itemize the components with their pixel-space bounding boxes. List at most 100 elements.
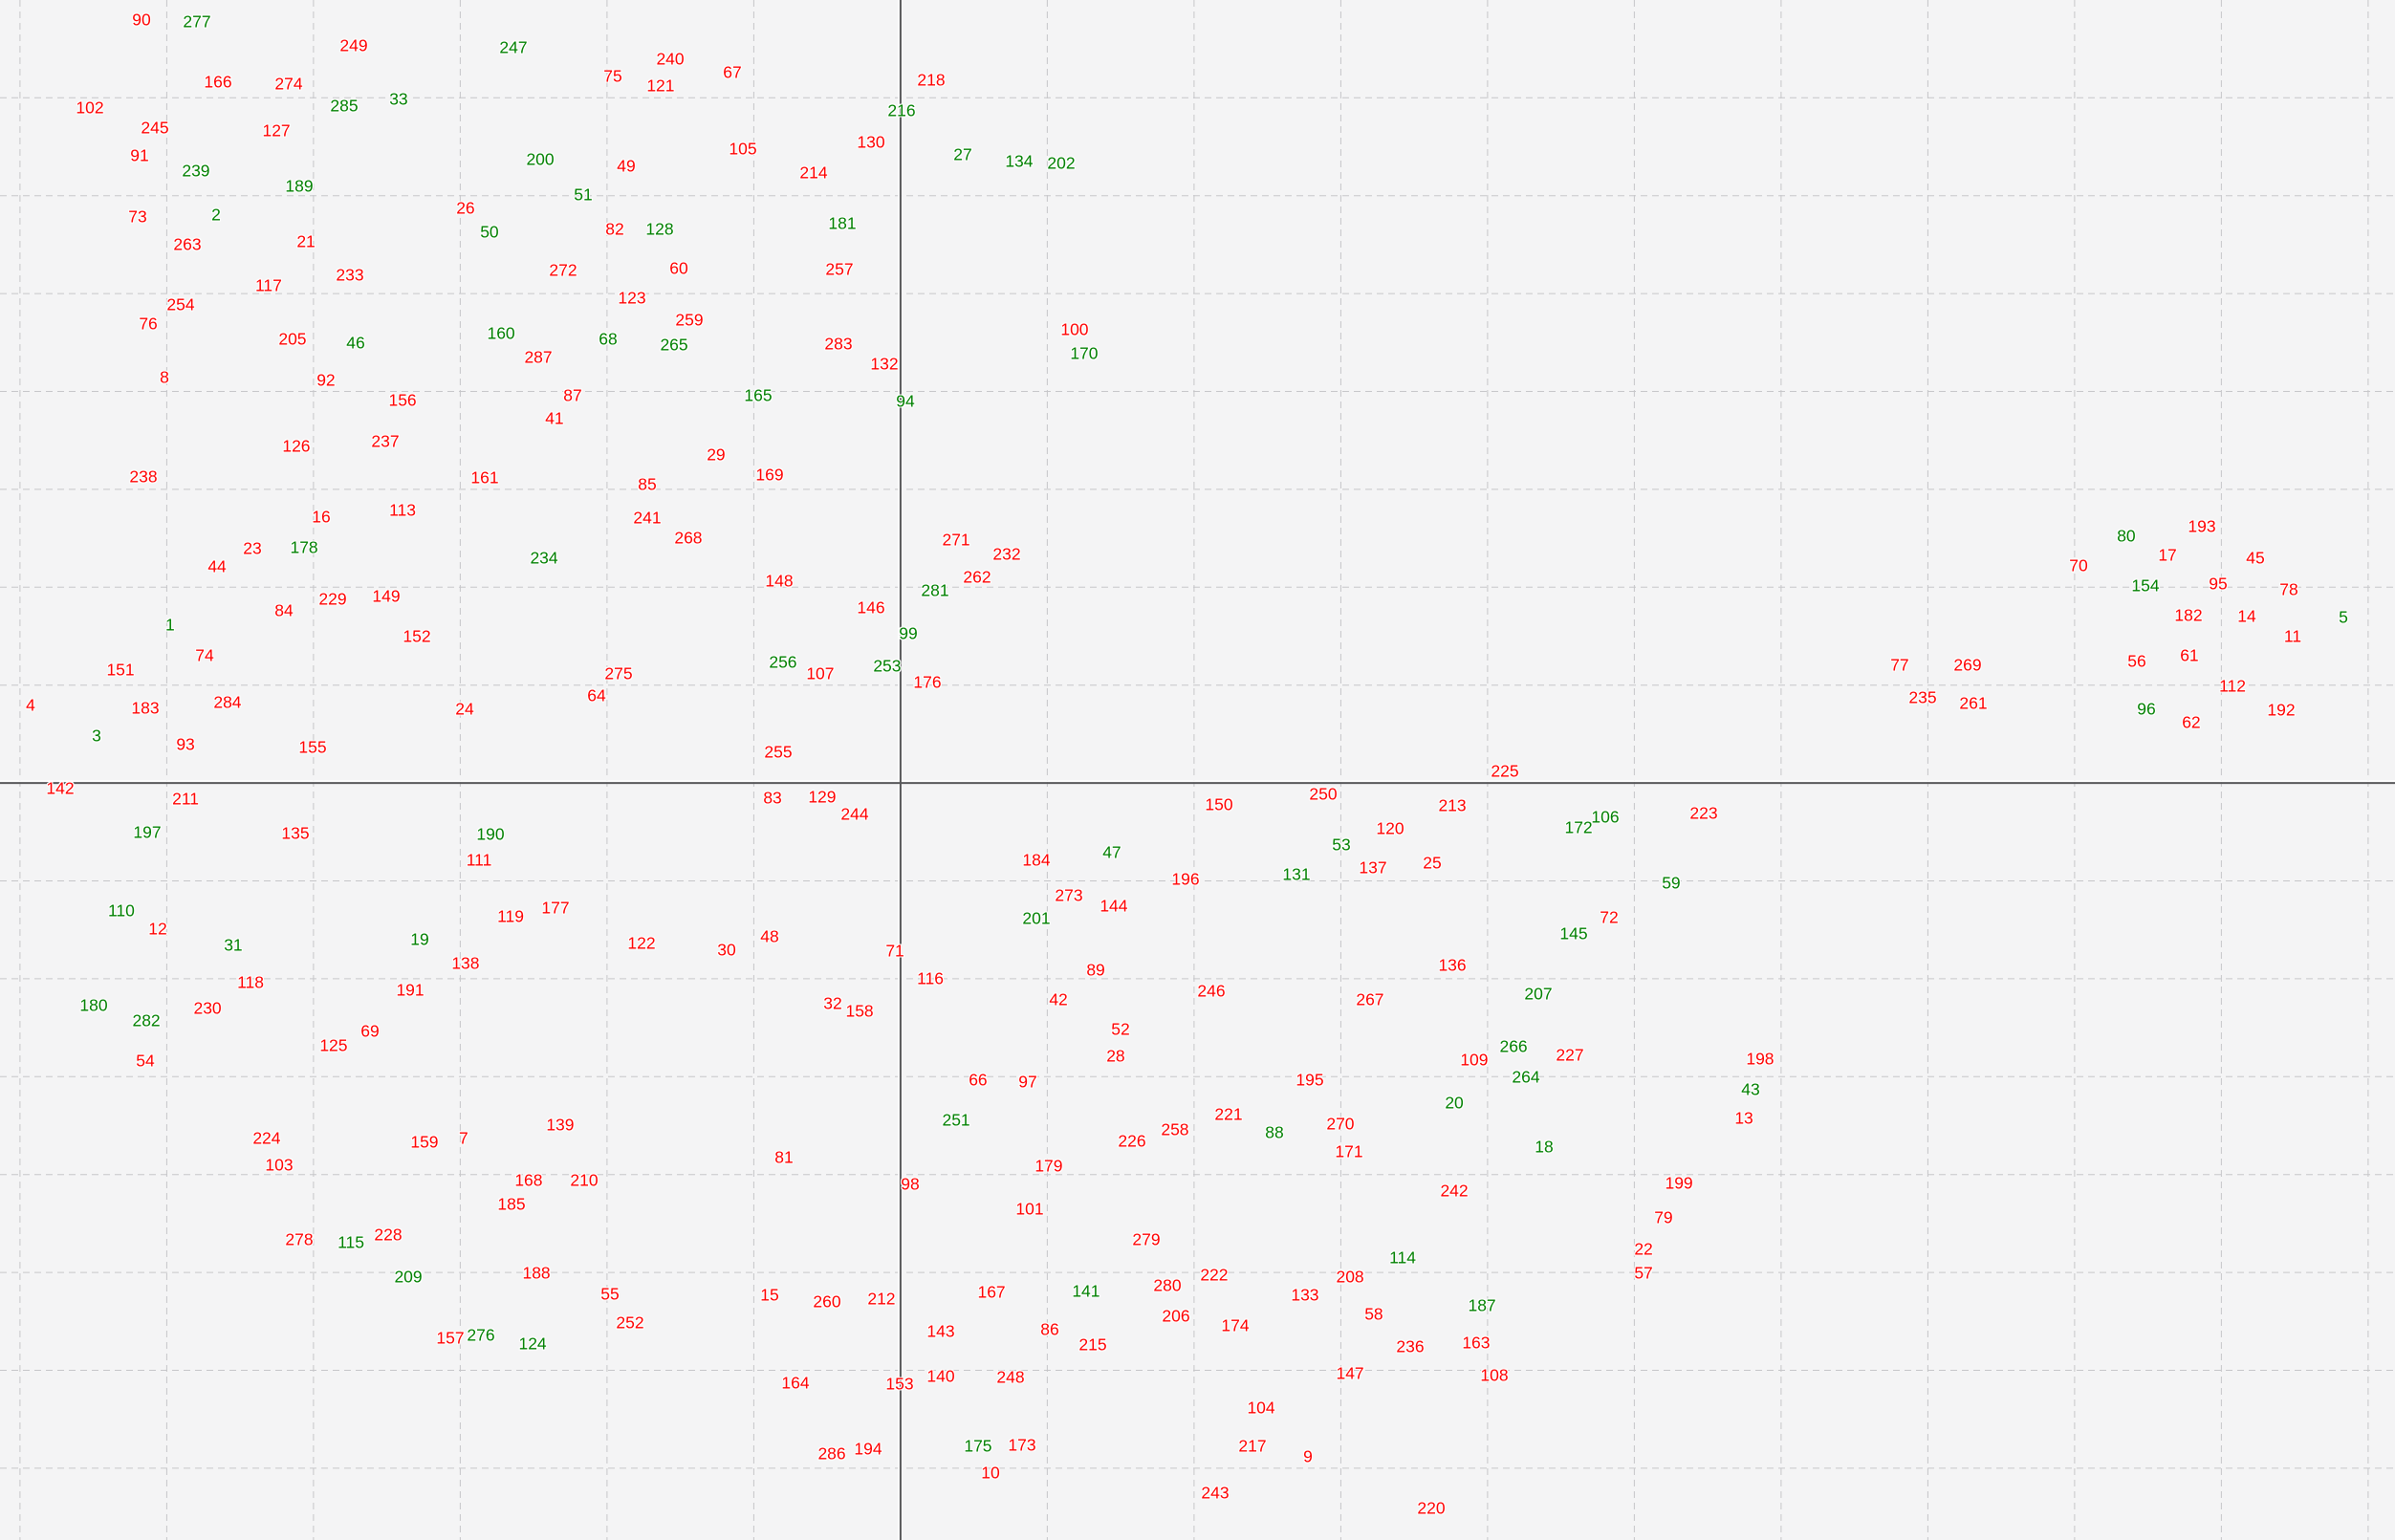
point-label: 41 [545,408,564,428]
point-label: 31 [224,935,243,955]
point-label: 59 [1662,873,1681,893]
point-label: 137 [1359,857,1387,878]
point-label: 14 [2237,606,2256,626]
point-label: 96 [2137,699,2156,719]
point-label: 185 [497,1194,526,1214]
point-label: 126 [282,436,311,456]
point-label: 227 [1556,1045,1584,1065]
point-label: 46 [346,333,365,353]
point-label: 131 [1282,864,1311,884]
point-label: 56 [2127,651,2146,671]
point-label: 273 [1055,885,1083,905]
point-label: 191 [396,980,425,1000]
point-label: 148 [765,571,794,591]
point-label: 260 [813,1291,841,1312]
point-label: 220 [1417,1498,1446,1518]
point-label: 119 [497,906,524,926]
point-label: 113 [389,500,417,520]
point-label: 217 [1238,1436,1267,1456]
point-label: 32 [823,993,842,1013]
point-label: 147 [1336,1363,1364,1383]
point-label: 77 [1890,655,1909,675]
point-label: 246 [1197,981,1226,1001]
point-label: 80 [2117,526,2136,546]
point-label: 211 [172,789,199,809]
point-label: 229 [318,589,347,609]
point-label: 21 [296,231,316,251]
point-label: 222 [1200,1265,1229,1285]
point-label: 23 [243,538,262,558]
point-label: 241 [633,508,662,528]
point-label: 124 [518,1334,547,1354]
point-label: 118 [237,972,264,992]
point-label: 271 [942,530,970,550]
point-label: 207 [1524,984,1553,1004]
point-label: 20 [1445,1093,1464,1113]
point-label: 49 [617,156,636,176]
point-label: 66 [969,1070,988,1090]
point-label: 10 [981,1463,1000,1483]
point-label: 223 [1689,803,1718,823]
point-label: 200 [526,149,555,169]
point-label: 129 [808,787,837,807]
point-label: 218 [917,70,946,90]
point-label: 2 [211,205,221,225]
point-label: 176 [913,672,942,692]
point-label: 234 [530,548,558,568]
point-label: 91 [130,145,149,165]
point-label: 138 [451,953,480,973]
point-label: 202 [1047,153,1076,173]
point-label: 179 [1034,1156,1063,1176]
point-label: 208 [1336,1267,1364,1287]
point-label: 167 [977,1282,1006,1302]
point-label: 136 [1438,955,1467,975]
point-label: 215 [1078,1334,1107,1355]
point-label: 25 [1423,853,1442,873]
point-label: 209 [394,1267,423,1287]
point-label: 132 [870,354,899,374]
point-label: 256 [769,652,797,672]
point-label: 4 [26,695,35,715]
point-label: 53 [1332,835,1351,855]
point-label: 114 [1389,1247,1416,1268]
point-label: 263 [173,234,202,254]
point-label: 26 [456,198,475,218]
point-label: 257 [825,259,854,279]
point-label: 143 [926,1321,955,1341]
point-label: 130 [857,132,885,152]
point-label: 102 [76,98,104,118]
point-label: 97 [1018,1072,1037,1092]
point-label: 245 [141,118,169,138]
point-label: 251 [942,1110,970,1130]
point-label: 164 [781,1373,810,1393]
point-label: 197 [133,822,162,842]
point-label: 145 [1559,923,1588,944]
point-label: 88 [1265,1122,1284,1142]
point-label: 259 [675,310,704,330]
point-label: 29 [707,445,726,465]
point-label: 195 [1295,1070,1324,1090]
point-label: 55 [600,1284,620,1304]
point-label: 184 [1022,850,1051,870]
point-label: 104 [1247,1398,1275,1418]
point-label: 153 [885,1374,914,1394]
point-label: 233 [336,265,364,285]
point-label: 175 [964,1436,992,1456]
point-label: 110 [108,900,135,921]
point-label: 205 [278,329,307,349]
point-label: 277 [183,11,211,32]
point-label: 122 [627,933,656,953]
point-label: 283 [824,334,853,354]
point-label: 57 [1634,1263,1653,1283]
point-label: 89 [1086,960,1105,980]
point-label: 253 [873,656,902,676]
point-label: 192 [2267,700,2296,720]
point-label: 173 [1008,1435,1036,1455]
point-label: 183 [131,698,160,718]
point-label: 22 [1634,1239,1653,1259]
point-label: 198 [1746,1049,1774,1069]
point-label: 72 [1600,907,1619,927]
point-label: 216 [887,100,916,120]
point-label: 165 [744,385,773,405]
